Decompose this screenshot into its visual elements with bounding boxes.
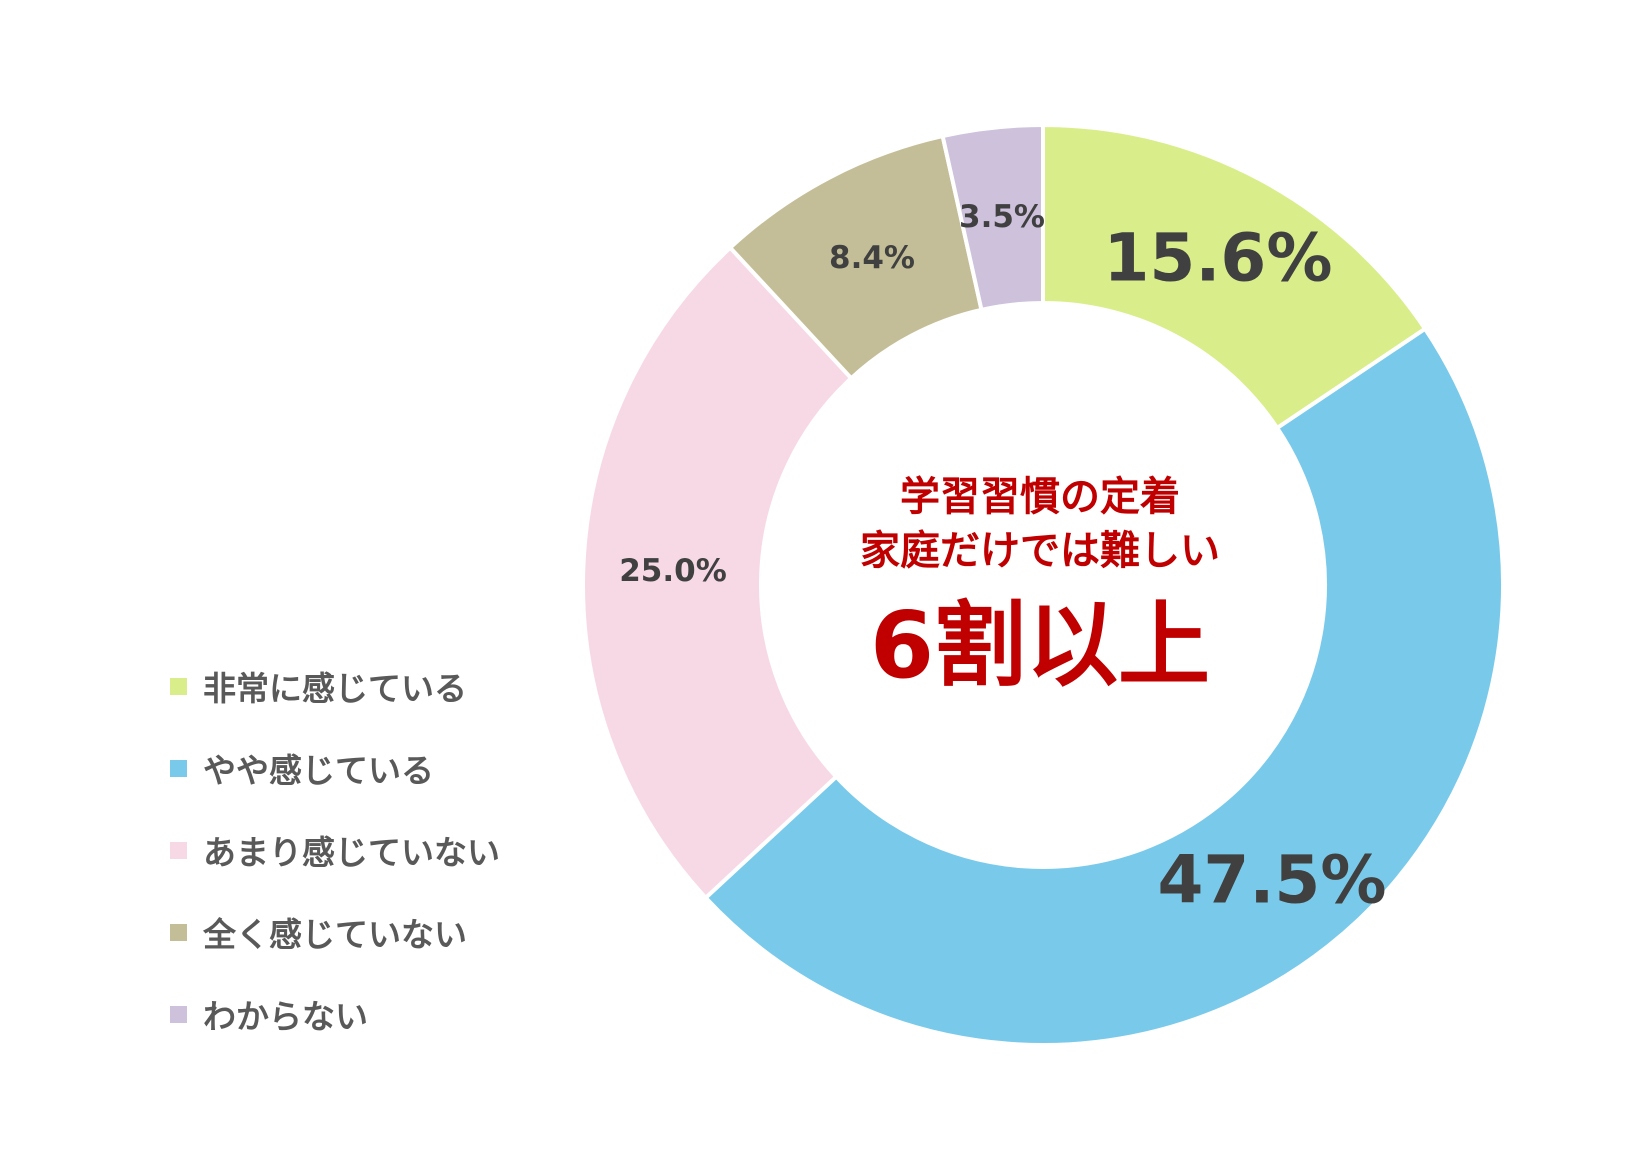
legend-item: あまり感じていない (170, 809, 500, 891)
center-annotation: 学習習慣の定着 家庭だけでは難しい 6割以上 (790, 470, 1290, 706)
legend-swatch (170, 759, 187, 777)
slice-2 (702, 326, 1505, 1047)
legend-label: あまり感じていない (203, 833, 500, 872)
legend-item: わからない (170, 973, 500, 1055)
slice-1 (1041, 122, 1428, 431)
legend-label: 全く感じていない (203, 915, 467, 954)
data-labels: 15.6% 47.5% 25.0% 8.4% 3.5% (619, 199, 1386, 919)
legend-swatch (170, 1005, 187, 1023)
legend-item: やや感じている (170, 727, 500, 809)
legend-item: 全く感じていない (170, 891, 500, 973)
donut-slices (581, 122, 1505, 1047)
slice-5 (940, 122, 1045, 313)
data-label-5: 3.5% (959, 199, 1045, 235)
center-line-2: 家庭だけでは難しい (860, 528, 1220, 574)
slice-3 (581, 244, 855, 901)
legend-swatch (170, 677, 187, 695)
legend-swatch (170, 923, 187, 941)
legend-swatch (170, 841, 187, 859)
legend-label: 非常に感じている (203, 669, 467, 708)
data-label-3: 25.0% (619, 553, 727, 589)
legend-item: 非常に感じている (170, 645, 500, 727)
center-highlight: 6割以上 (869, 592, 1210, 699)
legend-label: やや感じている (203, 751, 434, 790)
legend-label: わからない (203, 997, 368, 1036)
legend: 非常に感じている やや感じているあまり感じていない 全く感じていない わからない (170, 645, 500, 1055)
data-label-4: 8.4% (829, 240, 915, 276)
center-line-1: 学習習慣の定着 (900, 474, 1180, 520)
data-label-2: 47.5% (1158, 842, 1387, 919)
data-label-1: 15.6% (1104, 220, 1333, 297)
